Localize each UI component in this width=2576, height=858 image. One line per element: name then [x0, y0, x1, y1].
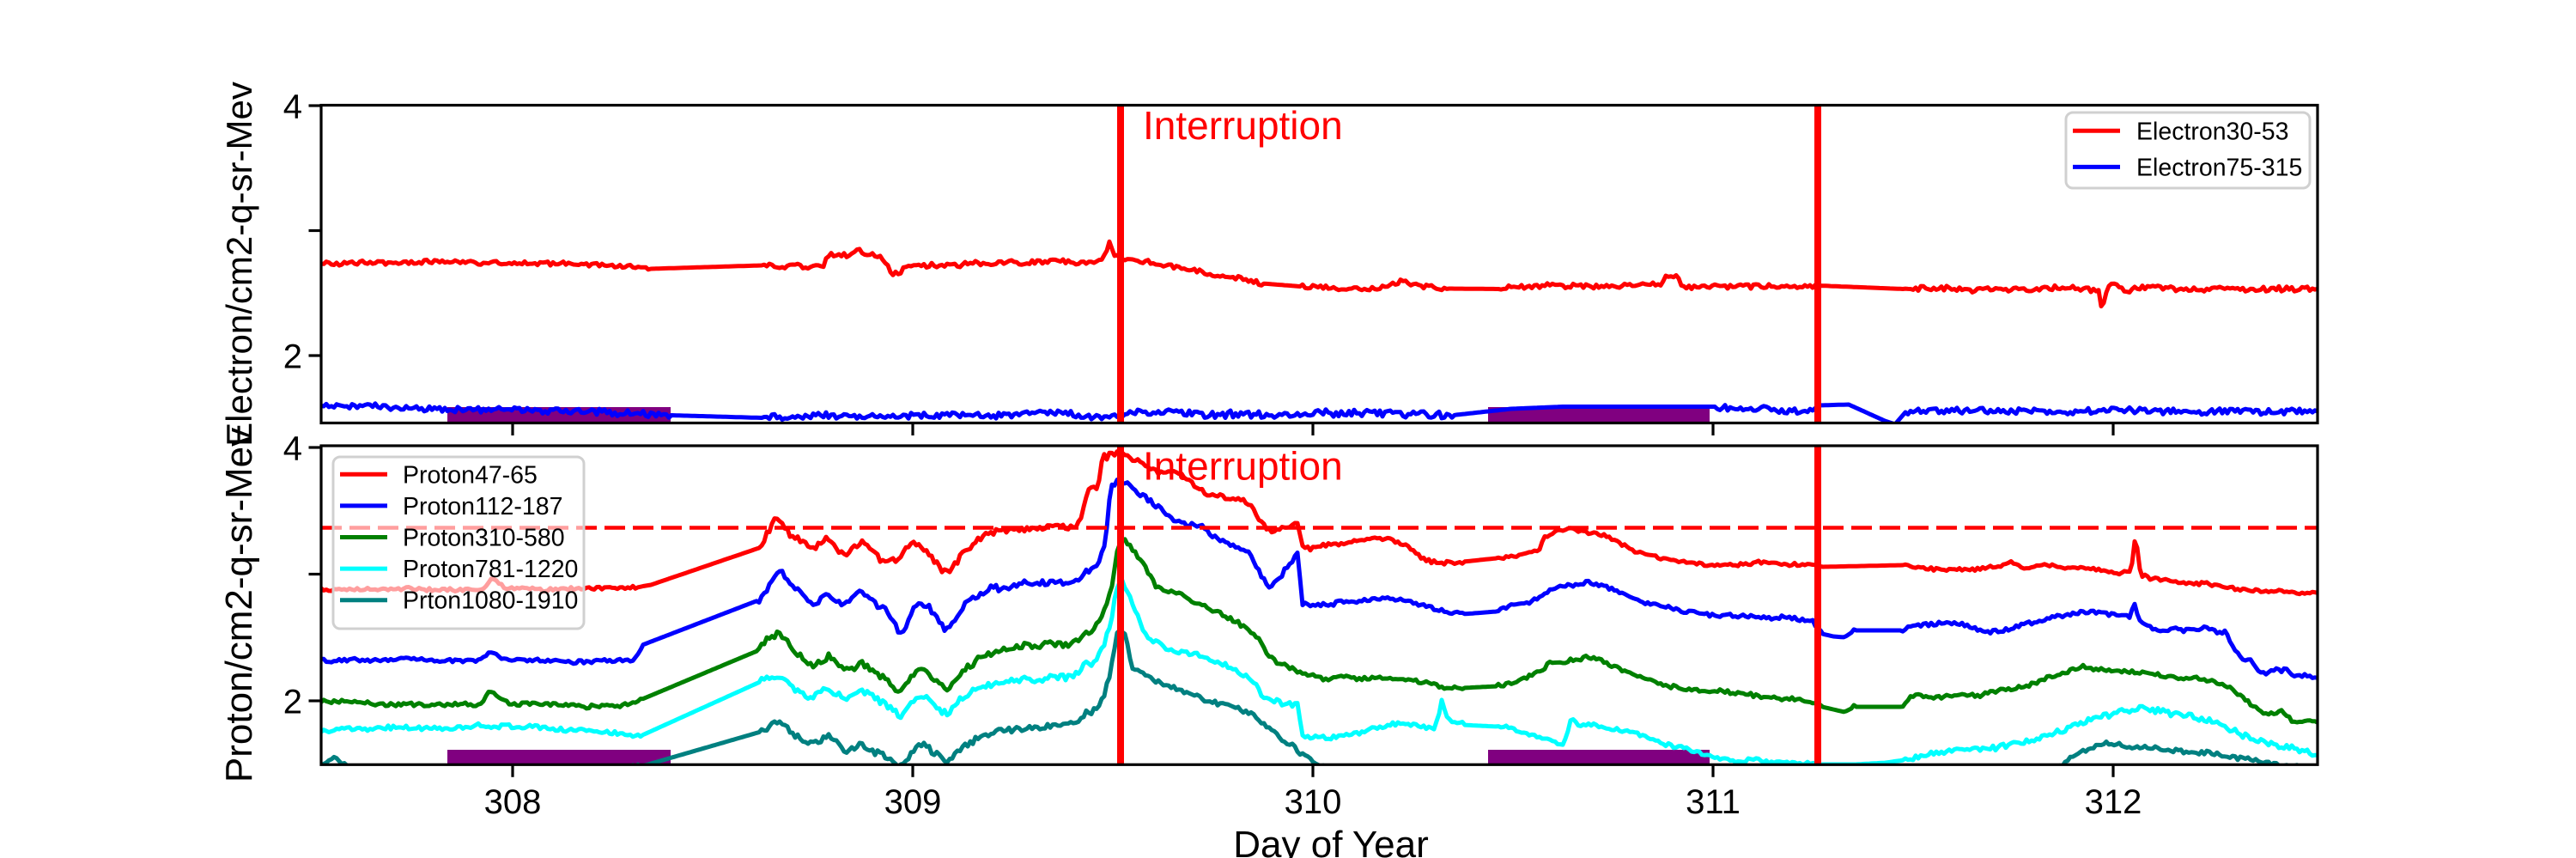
svg-text:Proton/cm2-q-sr-Mev: Proton/cm2-q-sr-Mev: [218, 428, 260, 782]
svg-text:4: 4: [283, 88, 302, 126]
svg-text:309: 309: [884, 783, 942, 821]
svg-text:Interruption: Interruption: [1143, 444, 1343, 489]
svg-text:Electron30-53: Electron30-53: [2136, 119, 2288, 146]
svg-text:Interruption: Interruption: [1143, 103, 1343, 148]
svg-text:Proton47-65: Proton47-65: [403, 461, 538, 489]
svg-text:Proton781-1220: Proton781-1220: [403, 556, 578, 583]
svg-text:310: 310: [1285, 783, 1342, 821]
svg-text:4: 4: [283, 430, 302, 468]
svg-text:2: 2: [283, 338, 302, 376]
svg-text:Day of Year: Day of Year: [1233, 824, 1429, 858]
svg-text:Proton310-580: Proton310-580: [403, 525, 565, 552]
svg-text:Electron75-315: Electron75-315: [2136, 155, 2302, 182]
svg-text:311: 311: [1686, 783, 1741, 821]
svg-text:2: 2: [283, 684, 302, 721]
svg-text:Prton1080-1910: Prton1080-1910: [403, 587, 578, 615]
svg-text:Electron/cm2-q-sr-Mev: Electron/cm2-q-sr-Mev: [219, 82, 259, 447]
svg-text:308: 308: [484, 783, 542, 821]
svg-text:Proton112-187: Proton112-187: [403, 493, 562, 520]
svg-text:312: 312: [2085, 783, 2142, 821]
